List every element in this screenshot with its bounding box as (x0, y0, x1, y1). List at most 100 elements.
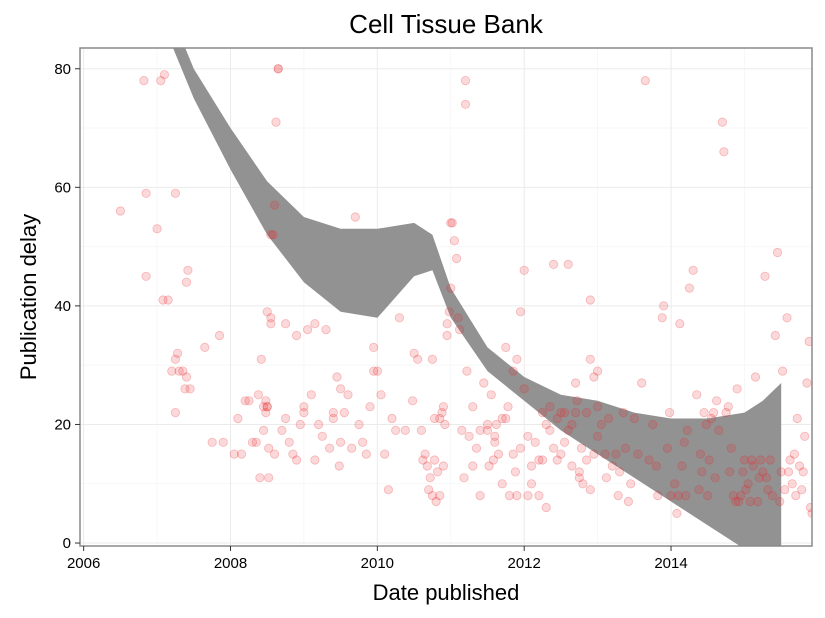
data-point (354, 419, 364, 430)
data-point (391, 425, 401, 435)
data-point (787, 479, 797, 489)
data-point (611, 449, 621, 459)
data-point (317, 431, 327, 441)
data-point (692, 390, 702, 400)
data-point (167, 366, 177, 376)
data-point (694, 485, 704, 495)
data-point (512, 354, 522, 364)
data-point (335, 437, 346, 447)
data-point (324, 443, 335, 453)
data-point (581, 407, 592, 418)
data-point (537, 407, 548, 418)
data-point (200, 342, 210, 352)
data-point (785, 455, 795, 465)
data-point (269, 449, 280, 459)
y-axis-title: Publication delay (16, 214, 41, 380)
x-axis-title: Date published (373, 580, 520, 605)
data-point (299, 407, 309, 418)
data-point (288, 449, 298, 459)
data-point (328, 413, 338, 424)
data-point (728, 490, 739, 501)
data-point (657, 313, 667, 323)
data-point (407, 396, 418, 406)
data-point (159, 70, 169, 80)
data-point (244, 396, 254, 406)
data-point (261, 407, 271, 418)
data-point (413, 354, 423, 364)
data-point (600, 449, 610, 459)
data-point (358, 437, 368, 447)
data-point (156, 76, 166, 86)
data-point (490, 437, 500, 447)
data-point (152, 224, 162, 234)
data-point (508, 366, 518, 376)
data-point (548, 443, 559, 453)
data-point (449, 236, 459, 246)
data-point (170, 407, 180, 418)
data-point (273, 64, 283, 74)
data-point (262, 307, 272, 317)
data-point (576, 443, 587, 453)
y-tick-label: 80 (54, 61, 71, 78)
data-point (703, 490, 713, 501)
data-point (501, 342, 511, 352)
data-point (302, 324, 313, 335)
data-point (258, 402, 269, 412)
data-point (416, 425, 426, 435)
data-point (618, 407, 628, 418)
data-point (664, 407, 675, 418)
data-point (794, 461, 805, 471)
data-point (468, 461, 478, 471)
data-point (251, 437, 261, 447)
data-point (488, 455, 498, 465)
data-point (181, 372, 192, 382)
data-point (214, 330, 225, 341)
data-point (313, 419, 324, 430)
data-point (613, 490, 623, 501)
data-point (745, 496, 755, 507)
data-point (552, 413, 562, 424)
data-point (427, 354, 437, 364)
data-point (672, 508, 682, 519)
data-point (497, 413, 507, 424)
data-point (725, 467, 735, 477)
data-point (236, 449, 247, 459)
data-point (266, 319, 276, 329)
data-point (255, 473, 265, 483)
data-point (442, 319, 452, 329)
data-point (675, 319, 685, 329)
data-point (782, 313, 792, 323)
data-point (435, 490, 445, 501)
data-point (264, 443, 274, 453)
data-point (508, 449, 518, 459)
data-point (365, 402, 375, 412)
data-point (451, 253, 462, 264)
data-point (519, 265, 529, 275)
data-point (706, 413, 717, 424)
data-point (710, 473, 720, 483)
data-point (486, 390, 496, 400)
data-point (372, 366, 382, 376)
data-point (460, 99, 471, 109)
data-point (659, 301, 669, 311)
data-point (739, 455, 750, 465)
data-point (170, 188, 180, 198)
data-point (701, 419, 711, 430)
x-tick-label: 2014 (654, 555, 687, 572)
data-point (479, 378, 489, 388)
data-point (719, 147, 729, 157)
data-point (181, 277, 192, 287)
data-point (537, 455, 548, 465)
data-point (497, 479, 507, 489)
data-point (776, 467, 786, 477)
data-point (726, 443, 736, 453)
data-point (534, 490, 544, 501)
data-point (800, 431, 810, 441)
data-point (578, 479, 588, 489)
data-point (438, 461, 448, 471)
data-point (563, 425, 573, 435)
data-point (253, 390, 263, 400)
data-point (791, 490, 801, 501)
points-layer (115, 64, 812, 519)
data-point (545, 425, 555, 435)
